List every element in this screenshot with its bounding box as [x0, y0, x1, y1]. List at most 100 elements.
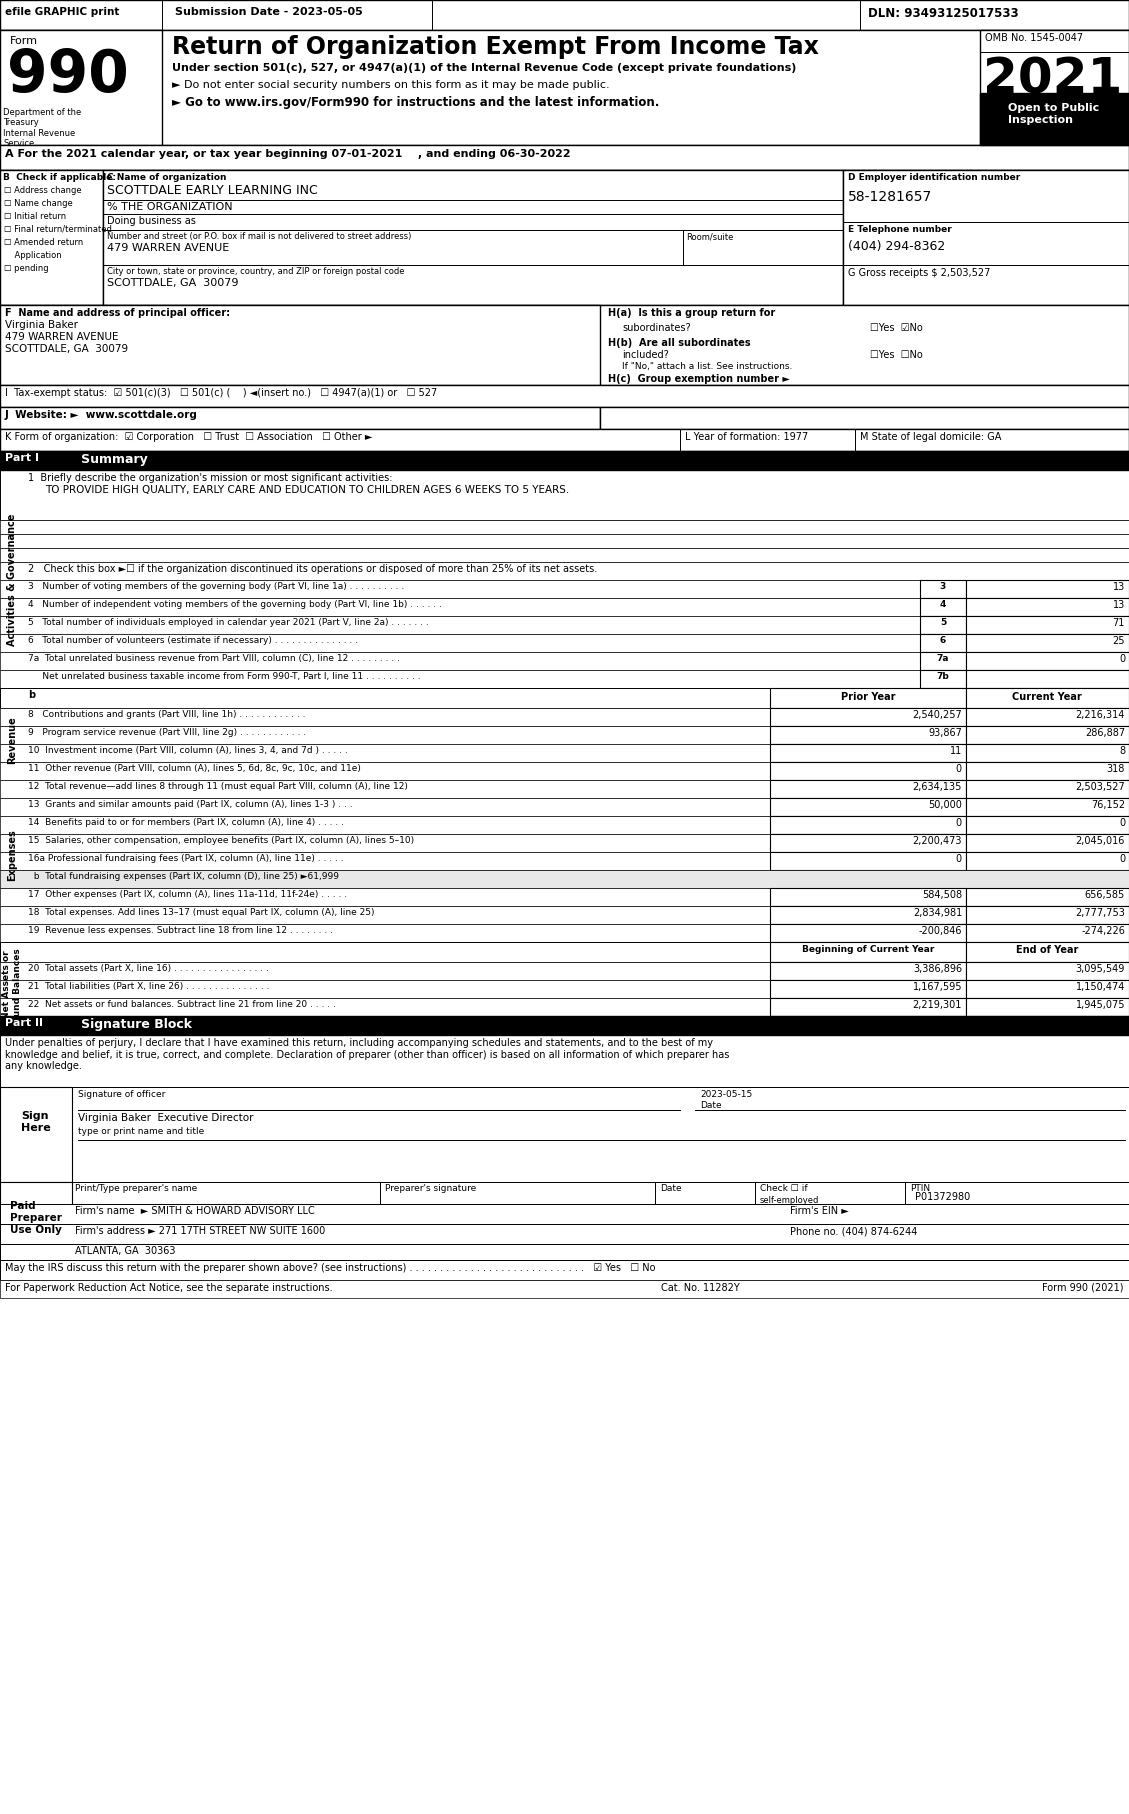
Bar — [0, 941, 1129, 961]
Text: 2,540,257: 2,540,257 — [912, 709, 962, 720]
Bar — [0, 1244, 1129, 1261]
Text: PTIN: PTIN — [910, 1185, 930, 1194]
Bar — [770, 780, 966, 798]
Text: Submission Date - 2023-05-05: Submission Date - 2023-05-05 — [175, 7, 362, 16]
Text: 9   Program service revenue (Part VIII, line 2g) . . . . . . . . . . . .: 9 Program service revenue (Part VIII, li… — [28, 727, 306, 736]
Bar — [0, 548, 1129, 562]
Bar — [0, 744, 1129, 762]
Bar — [966, 688, 1129, 707]
Bar — [770, 923, 966, 941]
Text: 1  Briefly describe the organization's mission or most significant activities:: 1 Briefly describe the organization's mi… — [28, 473, 393, 483]
Text: subordinates?: subordinates? — [622, 323, 691, 334]
Bar — [0, 853, 1129, 871]
Text: 13: 13 — [1113, 582, 1124, 591]
Text: Net Assets or
Fund Balances: Net Assets or Fund Balances — [2, 949, 21, 1021]
Bar — [0, 385, 1129, 406]
Text: TO PROVIDE HIGH QUALITY, EARLY CARE AND EDUCATION TO CHILDREN AGES 6 WEEKS TO 5 : TO PROVIDE HIGH QUALITY, EARLY CARE AND … — [45, 484, 569, 495]
Text: 8: 8 — [1119, 746, 1124, 756]
Text: J  Website: ►  www.scottdale.org: J Website: ► www.scottdale.org — [5, 410, 198, 421]
Text: ☐Yes  ☑No: ☐Yes ☑No — [870, 323, 922, 334]
Text: For Paperwork Reduction Act Notice, see the separate instructions.: For Paperwork Reduction Act Notice, see … — [5, 1282, 333, 1293]
Bar — [0, 1087, 72, 1183]
Text: E Telephone number: E Telephone number — [848, 225, 952, 234]
Bar — [920, 617, 966, 635]
Bar — [966, 889, 1129, 905]
Text: 22  Net assets or fund balances. Subtract line 21 from line 20 . . . . .: 22 Net assets or fund balances. Subtract… — [28, 1000, 335, 1009]
Text: 286,887: 286,887 — [1085, 727, 1124, 738]
Text: 16a Professional fundraising fees (Part IX, column (A), line 11e) . . . . .: 16a Professional fundraising fees (Part … — [28, 854, 343, 863]
Bar — [0, 1183, 1129, 1204]
Text: H(b)  Are all subordinates: H(b) Are all subordinates — [609, 337, 751, 348]
Text: 656,585: 656,585 — [1085, 891, 1124, 900]
Text: 2   Check this box ►☐ if the organization discontinued its operations or dispose: 2 Check this box ►☐ if the organization … — [28, 564, 597, 573]
Text: 76,152: 76,152 — [1091, 800, 1124, 811]
Text: 2,777,753: 2,777,753 — [1075, 909, 1124, 918]
Bar — [0, 521, 1129, 533]
Text: 0: 0 — [956, 818, 962, 827]
Text: Number and street (or P.O. box if mail is not delivered to street address): Number and street (or P.O. box if mail i… — [107, 232, 411, 241]
Bar — [0, 707, 1129, 726]
Bar — [966, 707, 1129, 726]
Text: Print/Type preparer's name: Print/Type preparer's name — [75, 1185, 198, 1194]
Text: Phone no. (404) 874-6244: Phone no. (404) 874-6244 — [790, 1226, 918, 1235]
Text: Sign
Here: Sign Here — [21, 1112, 51, 1132]
Text: 0: 0 — [1119, 818, 1124, 827]
Text: D Employer identification number: D Employer identification number — [848, 172, 1021, 181]
Bar — [0, 470, 1129, 521]
Bar — [0, 452, 1129, 470]
Text: 7a  Total unrelated business revenue from Part VIII, column (C), line 12 . . . .: 7a Total unrelated business revenue from… — [28, 655, 400, 662]
Bar — [0, 580, 1129, 599]
Text: 6: 6 — [939, 637, 946, 646]
Text: SCOTTDALE EARLY LEARNING INC: SCOTTDALE EARLY LEARNING INC — [107, 183, 317, 198]
Text: 4: 4 — [939, 600, 946, 610]
Bar — [0, 171, 103, 305]
Bar — [770, 889, 966, 905]
Text: Part II: Part II — [5, 1018, 43, 1029]
Bar — [966, 905, 1129, 923]
Text: 20  Total assets (Part X, line 16) . . . . . . . . . . . . . . . . .: 20 Total assets (Part X, line 16) . . . … — [28, 963, 269, 972]
Bar — [599, 406, 1129, 428]
Bar — [0, 562, 1129, 580]
Text: End of Year: End of Year — [1016, 945, 1078, 954]
Text: 5: 5 — [939, 619, 946, 628]
Text: (404) 294-8362: (404) 294-8362 — [848, 239, 945, 252]
Text: 17  Other expenses (Part IX, column (A), lines 11a-11d, 11f-24e) . . . . .: 17 Other expenses (Part IX, column (A), … — [28, 891, 347, 900]
Bar — [0, 1224, 1129, 1244]
Bar — [966, 961, 1129, 980]
Text: H(c)  Group exemption number ►: H(c) Group exemption number ► — [609, 374, 790, 385]
Text: Firm's EIN ►: Firm's EIN ► — [790, 1206, 849, 1215]
Text: Form 990 (2021): Form 990 (2021) — [1042, 1282, 1124, 1293]
Bar — [966, 980, 1129, 998]
Text: 479 WARREN AVENUE: 479 WARREN AVENUE — [5, 332, 119, 343]
Bar — [0, 1261, 1129, 1281]
Text: 14  Benefits paid to or for members (Part IX, column (A), line 4) . . . . .: 14 Benefits paid to or for members (Part… — [28, 818, 344, 827]
Bar — [966, 762, 1129, 780]
Text: 2021: 2021 — [983, 54, 1122, 103]
Text: 2,503,527: 2,503,527 — [1075, 782, 1124, 793]
Text: Expenses: Expenses — [7, 829, 17, 882]
Text: 4   Number of independent voting members of the governing body (Part VI, line 1b: 4 Number of independent voting members o… — [28, 600, 441, 610]
Bar — [770, 744, 966, 762]
Text: ☐ Amended return: ☐ Amended return — [5, 238, 84, 247]
Bar — [770, 816, 966, 834]
Bar — [0, 1204, 1129, 1224]
Bar — [966, 726, 1129, 744]
Bar — [0, 726, 1129, 744]
Bar — [920, 651, 966, 669]
Text: 19  Revenue less expenses. Subtract line 18 from line 12 . . . . . . . .: 19 Revenue less expenses. Subtract line … — [28, 925, 333, 934]
Bar — [966, 651, 1129, 669]
Text: Return of Organization Exempt From Income Tax: Return of Organization Exempt From Incom… — [172, 34, 819, 60]
Bar — [966, 580, 1129, 599]
Bar — [966, 998, 1129, 1016]
Text: Form: Form — [10, 36, 38, 45]
Bar — [0, 669, 1129, 688]
Text: Revenue: Revenue — [7, 717, 17, 764]
Bar — [920, 580, 966, 599]
Text: May the IRS discuss this return with the preparer shown above? (see instructions: May the IRS discuss this return with the… — [5, 1263, 656, 1273]
Text: 21  Total liabilities (Part X, line 26) . . . . . . . . . . . . . . .: 21 Total liabilities (Part X, line 26) .… — [28, 981, 270, 990]
Text: B  Check if applicable:: B Check if applicable: — [3, 172, 116, 181]
Text: Signature Block: Signature Block — [68, 1018, 192, 1030]
Bar — [966, 834, 1129, 853]
Text: ☐ Address change: ☐ Address change — [5, 187, 81, 194]
Text: 7b: 7b — [937, 671, 949, 680]
